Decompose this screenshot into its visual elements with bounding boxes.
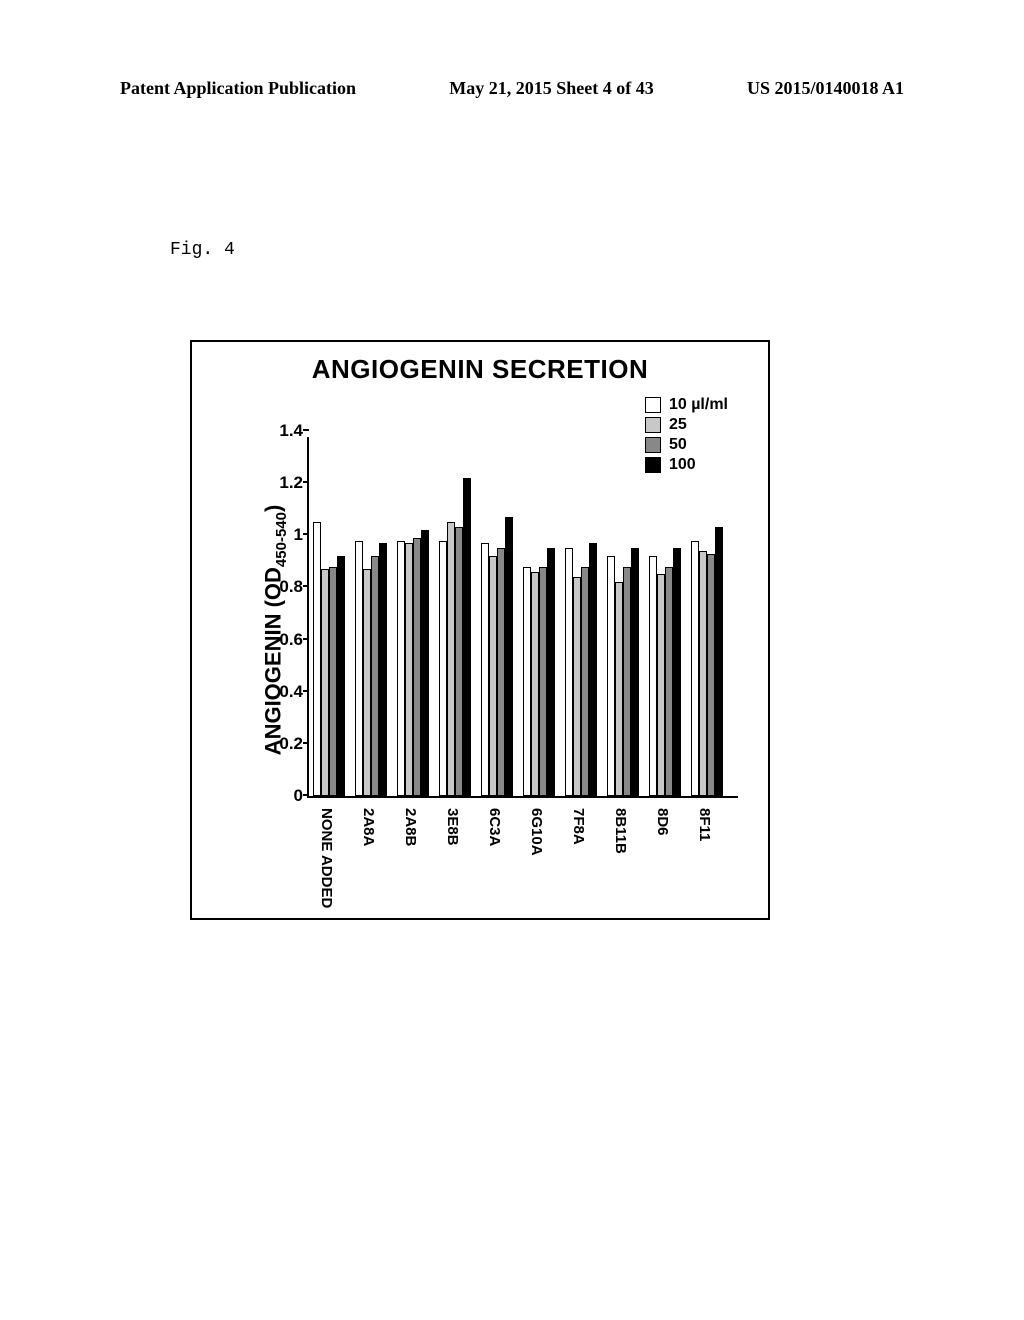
y-tick-mark (303, 690, 309, 692)
bar (489, 556, 497, 796)
bar-group (565, 543, 597, 796)
bar (455, 527, 463, 796)
y-label-suffix: ) (261, 505, 286, 512)
bar (447, 522, 455, 796)
bar (421, 530, 429, 796)
bar (539, 567, 547, 796)
bar (707, 554, 715, 796)
bar (497, 548, 505, 796)
bar (649, 556, 657, 796)
bar-group (481, 517, 513, 796)
bar (439, 541, 447, 797)
bar (363, 569, 371, 796)
bar (699, 551, 707, 796)
bar-group (397, 530, 429, 796)
bar (665, 567, 673, 796)
bar (371, 556, 379, 796)
bar-group (523, 548, 555, 796)
y-tick-mark (303, 533, 309, 535)
bar (607, 556, 615, 796)
y-tick-mark (303, 638, 309, 640)
bar (463, 478, 471, 796)
header-center: May 21, 2015 Sheet 4 of 43 (449, 78, 653, 99)
bar (321, 569, 329, 796)
bar (397, 541, 405, 797)
bar (565, 548, 573, 796)
bar (581, 567, 589, 796)
legend-label-10: 10 µl/ml (669, 396, 728, 414)
bar (505, 517, 513, 796)
chart-frame: ANGIOGENIN SECRETION 10 µl/ml 25 50 100 … (190, 340, 770, 920)
bar (329, 567, 337, 796)
bar (379, 543, 387, 796)
bar-group (439, 478, 471, 796)
bar-group (355, 541, 387, 797)
y-tick-mark (303, 742, 309, 744)
bar-group (691, 527, 723, 796)
bar (657, 574, 665, 796)
bar (355, 541, 363, 797)
page-header: Patent Application Publication May 21, 2… (120, 78, 904, 99)
bar (573, 577, 581, 796)
bar (531, 572, 539, 796)
y-tick-label: 1 (267, 525, 303, 545)
bar-group (313, 522, 345, 796)
y-tick-mark (303, 481, 309, 483)
bar (715, 527, 723, 796)
bar (631, 548, 639, 796)
y-tick-label: 1.4 (267, 421, 303, 441)
bar (313, 522, 321, 796)
bar (615, 582, 623, 796)
chart-title: ANGIOGENIN SECRETION (192, 354, 768, 385)
y-tick-label: 0 (267, 786, 303, 806)
y-tick-label: 0.4 (267, 682, 303, 702)
legend-swatch-10 (645, 397, 661, 413)
y-tick-label: 0.8 (267, 577, 303, 597)
bar (673, 548, 681, 796)
bar (405, 543, 413, 796)
plot-area: 00.20.40.60.811.21.4 NONE ADDED2A8A2A8B3… (307, 437, 738, 798)
bar (481, 543, 489, 796)
header-right: US 2015/0140018 A1 (747, 78, 904, 99)
y-tick-mark (303, 585, 309, 587)
legend-swatch-25 (645, 417, 661, 433)
legend-row: 10 µl/ml (645, 396, 728, 414)
bar (623, 567, 631, 796)
y-tick-mark (303, 429, 309, 431)
bar (691, 541, 699, 797)
header-left: Patent Application Publication (120, 78, 356, 99)
y-tick-label: 0.6 (267, 630, 303, 650)
legend-row: 25 (645, 416, 728, 434)
bar-group (649, 548, 681, 796)
bar (413, 538, 421, 796)
y-tick-label: 1.2 (267, 473, 303, 493)
bars-container (309, 437, 738, 796)
y-tick-mark (303, 794, 309, 796)
legend-label-25: 25 (669, 416, 687, 434)
figure-label: Fig. 4 (170, 240, 235, 260)
y-tick-label: 0.2 (267, 734, 303, 754)
bar (589, 543, 597, 796)
bar-group (607, 548, 639, 796)
bar (523, 567, 531, 796)
bar (547, 548, 555, 796)
bar (337, 556, 345, 796)
